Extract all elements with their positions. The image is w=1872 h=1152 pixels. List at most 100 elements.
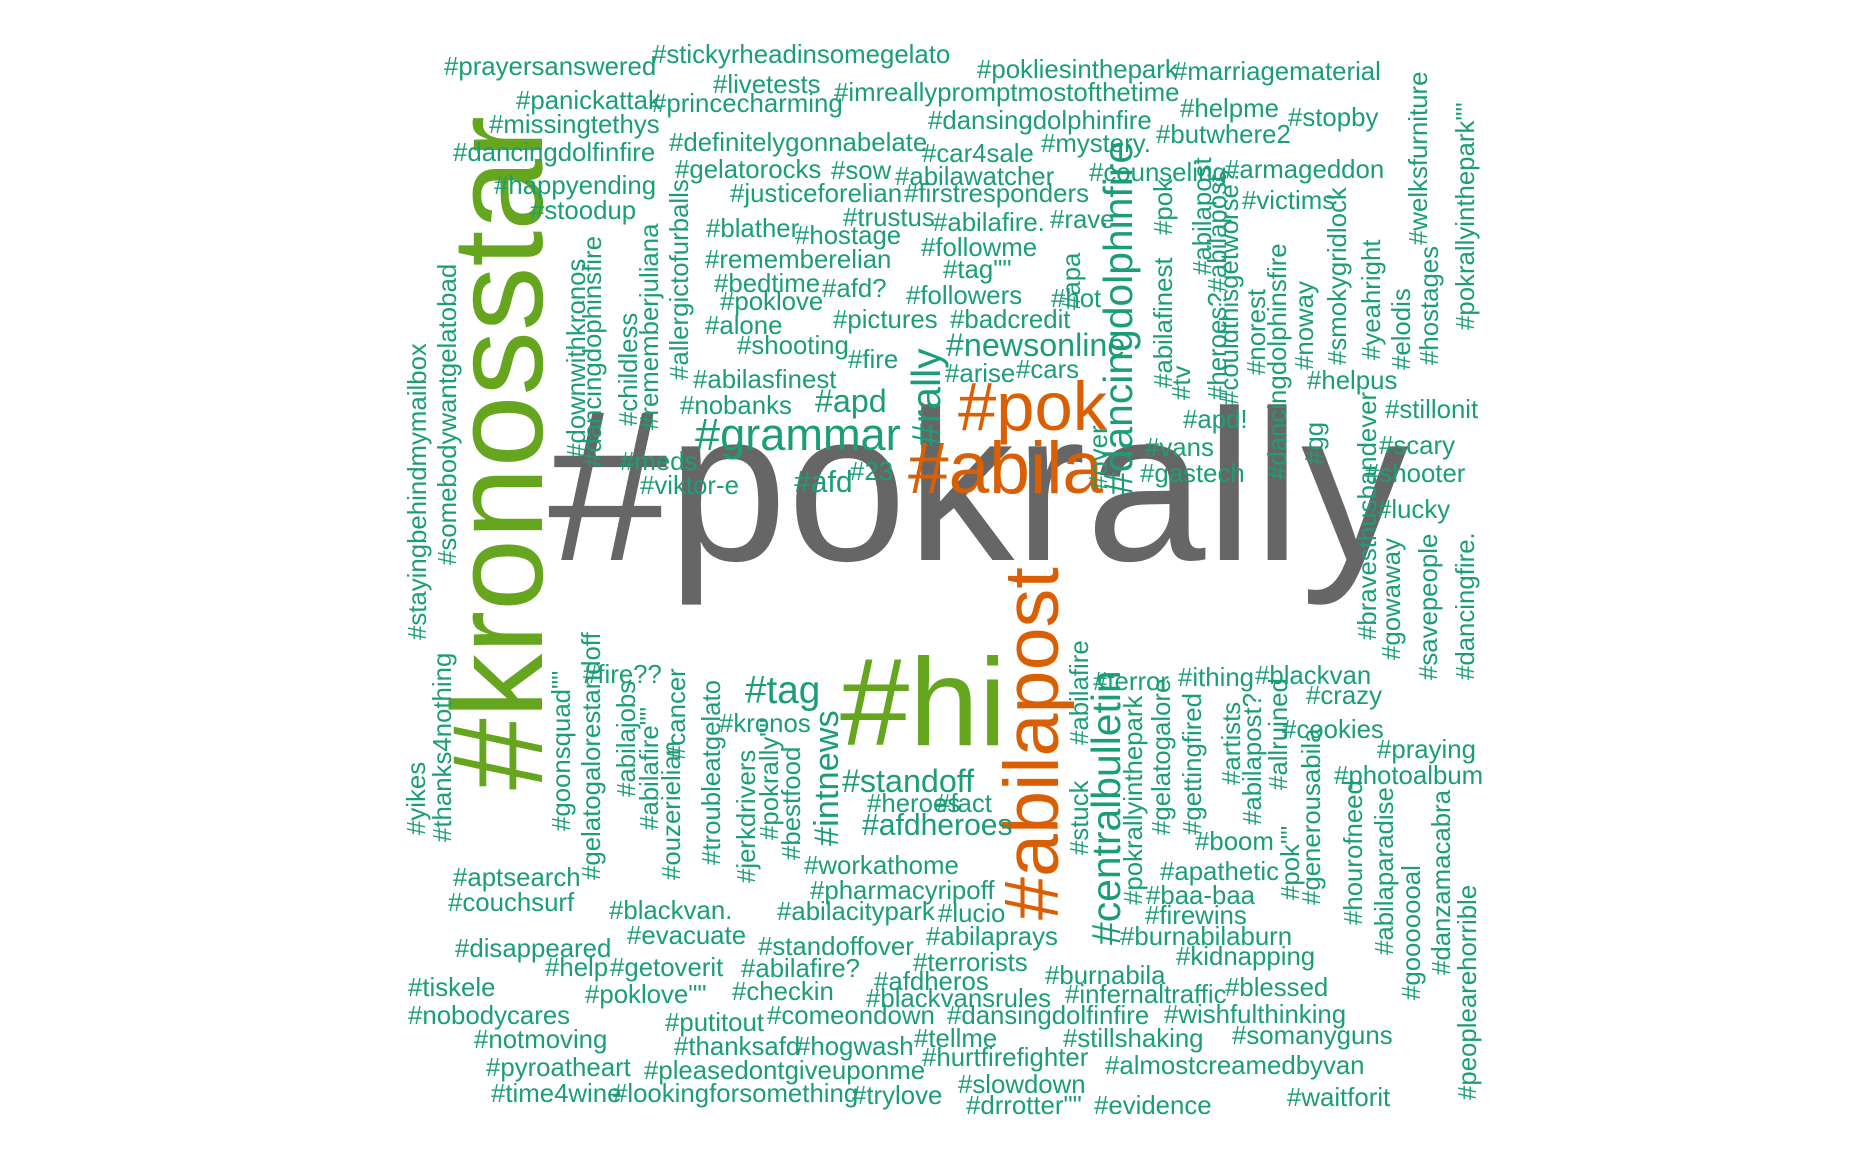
word-129: #pyroatheart bbox=[486, 1054, 631, 1082]
word-155: #noway bbox=[1291, 281, 1319, 370]
word-6: #grammar bbox=[695, 409, 901, 460]
word-29: #butwhere2 bbox=[1156, 121, 1291, 149]
word-17: #prayersanswered bbox=[444, 53, 656, 81]
word-118: #comeondown bbox=[767, 1002, 935, 1030]
word-44: #trustus bbox=[843, 204, 935, 232]
word-117: #nobodycares bbox=[408, 1002, 570, 1030]
word-66: #helpus bbox=[1307, 367, 1397, 395]
word-40: #justiceforelian bbox=[730, 180, 902, 208]
word-133: #time4wine bbox=[491, 1080, 621, 1108]
word-165: #savepeople bbox=[1415, 534, 1443, 680]
word-185: #artists bbox=[1218, 702, 1246, 785]
word-180: #stuck bbox=[1066, 780, 1094, 855]
word-131: #almostcreamedbyvan bbox=[1105, 1052, 1365, 1080]
word-74: #gastech bbox=[1140, 460, 1245, 488]
word-139: #stayingbehindmymailbox bbox=[404, 343, 432, 640]
word-108: #terrorists bbox=[913, 949, 1028, 977]
word-53: #afd? bbox=[822, 275, 887, 303]
word-154: #dancingdolphinsfire bbox=[1264, 243, 1292, 480]
word-80: #blackvan bbox=[1255, 662, 1371, 690]
word-3: #abilapost bbox=[989, 567, 1075, 920]
word-41: #firstresponders bbox=[904, 180, 1089, 208]
word-77: #fire?? bbox=[583, 661, 662, 689]
word-163: #bravesthusbandever bbox=[1354, 391, 1382, 640]
word-90: #apathetic bbox=[1160, 858, 1279, 886]
word-186: #abilapost? bbox=[1239, 693, 1267, 825]
word-156: #smokygridlock bbox=[1324, 187, 1352, 365]
word-153: #norest bbox=[1243, 289, 1271, 375]
word-18: #stickyrheadinsomegelato bbox=[652, 41, 950, 69]
word-189: #generousabila bbox=[1298, 728, 1326, 905]
word-2: #hi bbox=[840, 633, 1006, 772]
word-49: #followme bbox=[921, 234, 1037, 262]
word-37: #counseling bbox=[1089, 159, 1227, 187]
word-91: #aptsearch bbox=[453, 864, 581, 892]
word-1: #kronosstar bbox=[426, 116, 570, 790]
word-94: #couchsurf bbox=[448, 889, 575, 917]
word-138: #evidence bbox=[1094, 1092, 1212, 1120]
word-164: #gowaway bbox=[1378, 538, 1406, 660]
word-23: #princecharming bbox=[652, 90, 843, 118]
word-73: #viktor-e bbox=[640, 472, 739, 500]
word-181: #abilafire bbox=[1066, 640, 1094, 745]
word-183: #gelatogalore bbox=[1148, 679, 1176, 835]
word-104: #kidnapping bbox=[1176, 943, 1315, 971]
word-36: #abilawatcher bbox=[895, 163, 1055, 191]
word-146: #apa bbox=[1058, 252, 1086, 310]
word-152: #couldthisgetworse? bbox=[1216, 170, 1244, 405]
word-161: #pokrallyinthepark"" bbox=[1452, 102, 1480, 330]
word-10: #tag bbox=[745, 669, 820, 712]
word-141: #downwithkronos bbox=[563, 259, 591, 458]
word-76: #lucky bbox=[1377, 496, 1450, 524]
word-135: #trylove bbox=[852, 1082, 942, 1110]
word-70: #vans bbox=[1145, 434, 1214, 462]
word-21: #livetests bbox=[713, 71, 821, 99]
word-11: #intnews bbox=[808, 710, 846, 846]
word-148: #pok bbox=[1150, 179, 1178, 235]
word-171: #gelatogalorestandoff bbox=[578, 632, 606, 880]
word-46: #rave bbox=[1050, 206, 1115, 234]
word-182: #pokrallyinthepark bbox=[1120, 696, 1148, 905]
word-149: #tv bbox=[1168, 365, 1196, 400]
word-39: #happyending bbox=[494, 172, 656, 200]
word-105: #help bbox=[545, 954, 608, 982]
word-26: #missingtethys bbox=[489, 111, 660, 139]
word-173: #abilafire"" bbox=[636, 707, 664, 830]
word-193: #danzamacabra bbox=[1428, 789, 1456, 975]
word-59: #badcredit bbox=[950, 306, 1070, 334]
word-95: #blackvan. bbox=[609, 897, 732, 925]
word-63: #cars bbox=[1016, 356, 1079, 384]
word-61: #fire bbox=[848, 346, 898, 374]
word-179: #bestfood bbox=[778, 747, 806, 860]
word-97: #lucio bbox=[938, 900, 1005, 928]
word-67: #stillonit bbox=[1385, 396, 1478, 424]
word-169: #thanks4nothing bbox=[429, 653, 457, 842]
word-30: #definitelygonnabelate bbox=[669, 129, 927, 157]
word-52: #bedtime bbox=[714, 270, 820, 298]
word-5: #pok bbox=[958, 368, 1108, 445]
word-126: #thanksafd bbox=[674, 1033, 800, 1061]
word-112: #blessed bbox=[1225, 974, 1328, 1002]
word-160: #hostages bbox=[1416, 246, 1444, 365]
word-9: #rally bbox=[903, 348, 949, 446]
word-85: #photoalbum bbox=[1334, 762, 1483, 790]
word-60: #shooting bbox=[737, 332, 849, 360]
word-57: #alone bbox=[705, 312, 782, 340]
word-92: #pharmacyripoff bbox=[810, 877, 995, 905]
word-140: #somebodywantgelatobad bbox=[434, 264, 462, 565]
word-142: #dancingdophinsfire bbox=[579, 236, 607, 467]
word-42: #victims bbox=[1242, 187, 1335, 215]
word-98: #firewins bbox=[1145, 902, 1247, 930]
word-172: #abilajobs bbox=[613, 681, 641, 797]
word-162: #gg bbox=[1301, 422, 1329, 465]
word-170: #goonsquad"" bbox=[548, 671, 576, 831]
word-158: #elodis bbox=[1388, 288, 1416, 370]
word-33: #car4sale bbox=[922, 140, 1034, 168]
word-65: #nobanks bbox=[680, 392, 792, 420]
word-45: #abilafire. bbox=[933, 209, 1045, 237]
word-31: #mystery. bbox=[1041, 130, 1151, 158]
word-35: #sow bbox=[831, 157, 892, 185]
word-32: #dancingdolfinfire bbox=[453, 139, 655, 167]
word-184: #gettingfired bbox=[1179, 693, 1207, 835]
word-79: #ithing bbox=[1178, 664, 1254, 692]
